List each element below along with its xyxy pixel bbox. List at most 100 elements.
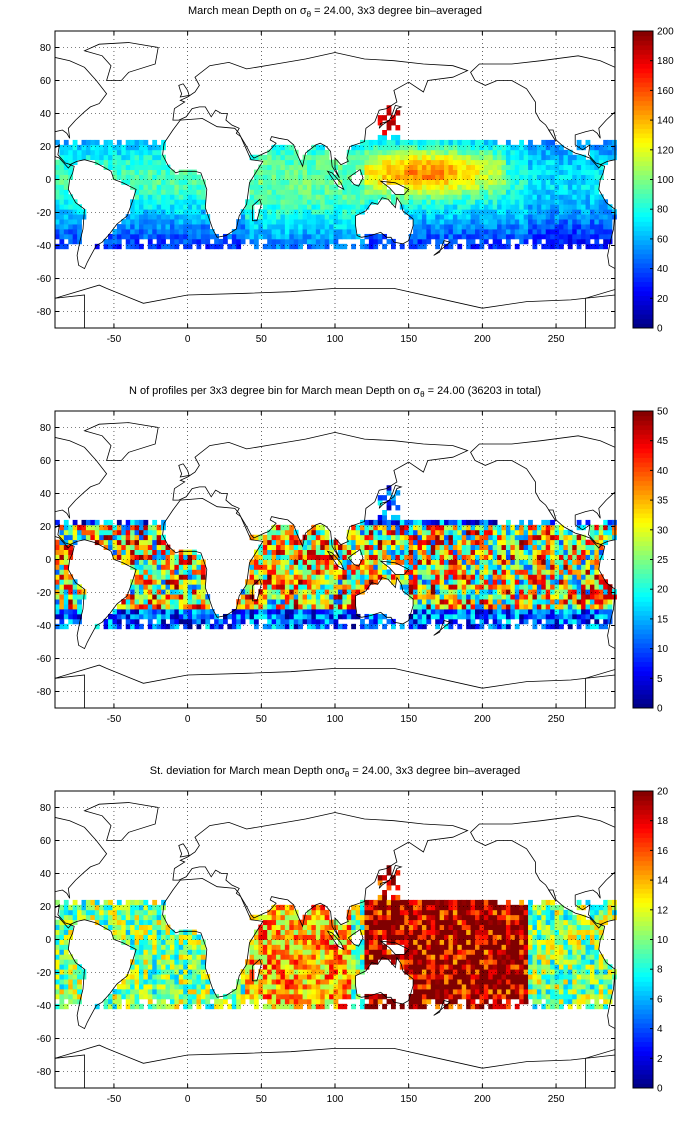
heatmap-cell — [426, 604, 432, 610]
heatmap-cell — [519, 233, 525, 240]
heatmap-cell — [408, 159, 414, 166]
heatmap-cell — [505, 569, 511, 575]
heatmap-cell — [417, 229, 423, 235]
heatmap-cell — [483, 594, 489, 600]
heatmap-cell — [63, 584, 69, 590]
heatmap-cell — [563, 194, 569, 200]
heatmap-cell — [298, 238, 303, 245]
heatmap-cell — [408, 618, 414, 625]
heatmap-cell — [585, 233, 591, 240]
heatmap-cell — [147, 613, 153, 620]
heatmap-cell — [603, 209, 609, 215]
heatmap-cell — [94, 539, 100, 546]
heatmap-cell — [346, 609, 352, 615]
heatmap-cell — [125, 599, 131, 605]
heatmap-cell — [152, 1003, 158, 1010]
heatmap-cell — [594, 219, 600, 225]
heatmap-cell — [395, 139, 401, 146]
heatmap-cell — [72, 998, 78, 1005]
heatmap-cell — [351, 229, 357, 235]
heatmap-cell — [85, 534, 91, 541]
heatmap-cell — [174, 574, 180, 580]
heatmap-cell — [448, 569, 454, 575]
heatmap-cell — [307, 179, 312, 185]
heatmap-cell — [408, 554, 414, 560]
heatmap-cell — [488, 539, 494, 546]
heatmap-cell — [125, 519, 131, 526]
heatmap-cell — [528, 139, 533, 146]
heatmap-cell — [262, 584, 268, 590]
heatmap-cell — [435, 594, 441, 600]
heatmap-cell — [192, 604, 197, 610]
heatmap-cell — [311, 189, 317, 195]
heatmap-cell — [497, 589, 502, 595]
heatmap-cell — [280, 154, 286, 161]
colorbar-segment — [633, 77, 653, 83]
heatmap-cell — [187, 204, 193, 210]
heatmap-cell — [541, 559, 547, 565]
heatmap-cell — [479, 229, 485, 235]
heatmap-cell — [430, 233, 436, 240]
heatmap-cell — [377, 154, 383, 161]
heatmap-cell — [439, 199, 445, 205]
heatmap-cell — [382, 149, 387, 156]
heatmap-cell — [121, 229, 127, 235]
heatmap-cell — [320, 238, 326, 245]
heatmap-cell — [514, 154, 520, 161]
heatmap-cell — [563, 599, 569, 605]
heatmap-cell — [134, 979, 140, 985]
heatmap-cell — [346, 534, 352, 541]
heatmap-cell — [103, 544, 109, 550]
heatmap-cell — [143, 549, 149, 555]
heatmap-cell — [452, 194, 458, 200]
heatmap-cell — [439, 139, 445, 146]
heatmap-cell — [475, 164, 480, 170]
heatmap-cell — [337, 599, 343, 605]
heatmap-cell — [461, 613, 467, 620]
heatmap-cell — [165, 599, 171, 605]
colorbar-segment — [633, 290, 653, 297]
heatmap-cell — [536, 238, 542, 245]
heatmap-cell — [479, 184, 485, 190]
heatmap-cell — [192, 224, 197, 230]
heatmap-cell — [501, 219, 507, 225]
heatmap-cell — [572, 594, 578, 600]
heatmap-cell — [280, 199, 286, 205]
heatmap-cell — [452, 594, 458, 600]
heatmap-cell — [342, 224, 348, 230]
heatmap-cell — [90, 904, 96, 911]
heatmap-cell — [519, 238, 525, 245]
heatmap-cell — [585, 613, 591, 620]
heatmap-cell — [165, 564, 171, 570]
heatmap-cell — [519, 224, 525, 230]
heatmap-cell — [200, 224, 206, 230]
heatmap-cell — [510, 169, 516, 175]
heatmap-cell — [395, 524, 401, 531]
heatmap-cell — [532, 613, 538, 620]
heatmap-cell — [200, 559, 206, 565]
heatmap-cell — [598, 199, 604, 205]
heatmap-cell — [523, 204, 529, 210]
heatmap-cell — [147, 164, 153, 170]
heatmap-cell — [559, 604, 564, 610]
y-tick-label: -40 — [37, 621, 52, 632]
heatmap-cell — [514, 544, 520, 550]
heatmap-cell — [404, 554, 410, 560]
heatmap-cell — [284, 194, 290, 200]
heatmap-cell — [165, 189, 171, 195]
heatmap-cell — [510, 219, 516, 225]
heatmap-cell — [280, 579, 286, 585]
colorbar-tick-label: 100 — [657, 175, 674, 186]
heatmap-cell — [258, 169, 264, 175]
heatmap-cell — [156, 219, 162, 225]
heatmap-cell — [267, 154, 273, 161]
heatmap-cell — [426, 154, 432, 161]
heatmap-cell — [108, 914, 113, 921]
heatmap-cell — [470, 214, 476, 220]
heatmap-cell — [183, 174, 189, 180]
heatmap-cell — [598, 159, 604, 166]
heatmap-cell — [545, 169, 551, 175]
heatmap-cell — [258, 209, 264, 215]
heatmap-cell — [55, 549, 60, 555]
colorbar-segment — [633, 462, 653, 468]
